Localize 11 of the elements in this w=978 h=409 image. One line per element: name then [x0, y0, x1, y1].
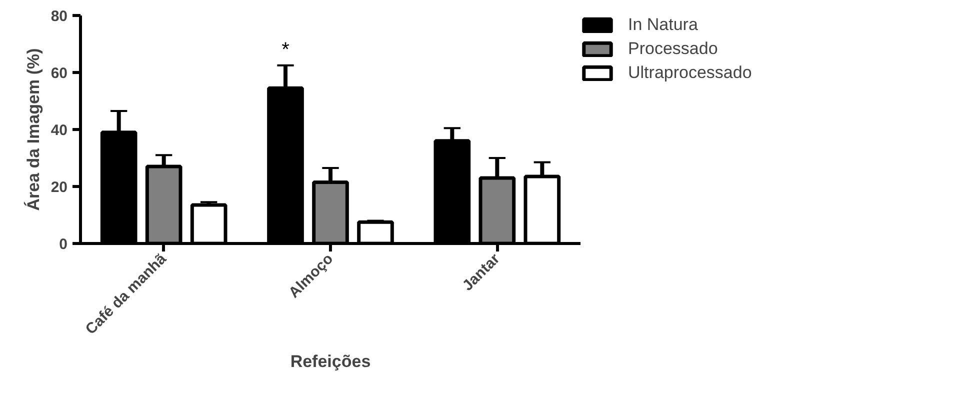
annotation: *	[282, 39, 290, 62]
y-axis-title: Área da Imagem (%)	[22, 48, 43, 211]
y-tick-label: 0	[59, 236, 68, 253]
legend-label: Ultraprocessado	[628, 63, 752, 83]
legend-label: In Natura	[628, 15, 698, 35]
y-tick-label: 20	[50, 179, 68, 196]
y-tick-label: 60	[50, 65, 68, 82]
legend-label: Processado	[628, 39, 718, 59]
x-axis-title: Refeições	[290, 352, 371, 371]
y-tick-label: 40	[50, 122, 68, 139]
y-tick-label: 80	[50, 8, 68, 25]
